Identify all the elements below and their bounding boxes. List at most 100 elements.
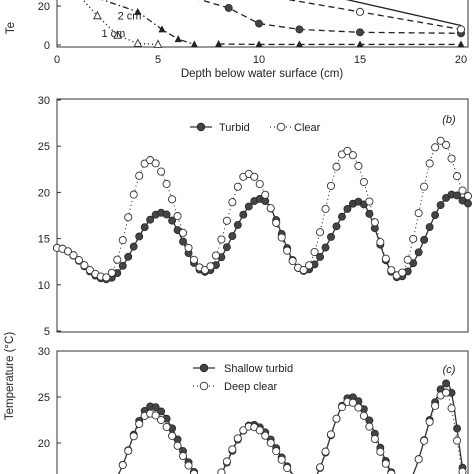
panel-b-point <box>420 182 429 191</box>
panel-c-point <box>420 436 429 445</box>
panel-a-annotations: 2 cm 1 cm <box>101 11 141 41</box>
panel-a-point <box>174 35 182 43</box>
panel-b-point <box>151 159 160 168</box>
panel-c-point <box>452 436 462 445</box>
panel-c-point <box>365 422 374 431</box>
panel-c-point <box>239 426 248 435</box>
panel-b-point <box>327 233 335 241</box>
panel-b-point <box>398 268 407 277</box>
panel-b-point <box>80 261 89 270</box>
panel-b-point <box>299 265 308 275</box>
panel-c-point <box>431 401 440 410</box>
panel-b-y-tick-label: 25 <box>38 141 50 153</box>
panel-c-point <box>442 379 451 388</box>
panel-b-point <box>157 167 166 176</box>
panel-a-x-tick-label: 20 <box>455 54 467 66</box>
panel-c-point <box>178 451 188 461</box>
panel-c-point <box>348 398 357 407</box>
panel-c-point <box>228 445 237 454</box>
panel-b-point <box>266 204 275 213</box>
panel-b-point <box>85 265 94 275</box>
panel-c-y-tick-label: 25 <box>38 392 50 404</box>
panel-b-point <box>135 232 144 241</box>
panel-c-series <box>117 379 467 474</box>
legend-clear-marker <box>276 122 286 132</box>
panel-c-point <box>283 463 292 473</box>
panel-a-point <box>457 40 465 48</box>
panel-b-point <box>365 209 374 218</box>
panel-c-legend: Shallow turbid Deep clear <box>193 363 293 393</box>
panel-b-point <box>244 202 253 211</box>
panel-b-point <box>381 254 390 263</box>
panel-c-point <box>453 424 461 433</box>
panel-b-point <box>107 268 116 277</box>
panel-b-point <box>222 243 231 252</box>
panel-a: Te Depth below water surface (cm) 0 20 0 5… <box>5 0 469 80</box>
panel-b-point <box>305 261 314 270</box>
panel-b-point <box>222 216 231 225</box>
panel-c-point <box>217 468 226 474</box>
panel-c-point <box>387 469 396 474</box>
panel-c-point <box>414 455 423 464</box>
panel-b-point <box>458 186 467 195</box>
panel-a-series-line <box>198 0 462 34</box>
panel-b-point <box>129 190 138 199</box>
panel-b-point <box>436 201 445 209</box>
panel-a-ylabel-fragment: Te <box>5 22 17 34</box>
panel-b-point <box>315 228 325 237</box>
panel-b-point <box>162 179 171 188</box>
panel-c-point <box>332 414 341 423</box>
panel-b-point <box>124 252 133 261</box>
panel-b-series <box>52 136 473 284</box>
panel-a-point <box>255 19 263 28</box>
panel-b-point <box>102 273 111 282</box>
panel-b-point <box>431 211 440 219</box>
panel-b-point <box>365 197 374 206</box>
panel-b-point <box>321 243 330 252</box>
panel-b-point <box>414 248 423 257</box>
panel-b-point <box>168 195 177 204</box>
panel-b-point <box>140 223 149 232</box>
panel-a-point <box>215 40 223 48</box>
panel-b-point <box>118 236 127 245</box>
panel-b-point <box>452 172 462 181</box>
panel-b-point <box>447 154 456 163</box>
panel-c-y-tick-label: 20 <box>38 438 50 450</box>
panel-b-point <box>168 216 177 225</box>
panel-b-point <box>162 210 171 219</box>
panel-b-series-line <box>56 193 469 280</box>
panel-b-point <box>217 235 226 244</box>
panel-c-y-tick-label: 30 <box>38 346 50 358</box>
panel-c-point <box>173 441 182 450</box>
legend-turbid-marker <box>196 122 206 132</box>
panel-b-y-tick-label: 10 <box>38 280 50 292</box>
panel-a-annotation: 2 cm <box>118 11 142 23</box>
panel-b-y-tick-label: 30 <box>38 95 50 107</box>
panel-b-point <box>228 198 237 207</box>
panel-c-point <box>135 419 144 428</box>
panel-b-point <box>179 237 187 246</box>
panel-c-point <box>261 431 270 440</box>
panel-c-point <box>376 447 385 456</box>
panel-b-point <box>233 220 242 229</box>
panel-b-point <box>431 143 440 152</box>
panel-b-point <box>118 261 127 270</box>
panel-b-point <box>332 162 341 171</box>
panel-b-point <box>409 234 418 243</box>
panel-b-point <box>189 255 199 264</box>
panel-a-series-line <box>345 0 462 27</box>
panel-c-point <box>255 426 264 435</box>
panel-b-point <box>255 179 264 189</box>
panel-b-point <box>261 190 270 199</box>
panel-c-point <box>354 403 363 412</box>
panel-b-point <box>206 262 215 271</box>
panel-b-point <box>332 222 341 231</box>
panel-b-label: (b) <box>442 114 456 126</box>
panel-c-point <box>151 403 160 412</box>
panel-c-label: (c) <box>443 364 456 376</box>
panel-b-point <box>338 212 346 221</box>
panel-a-x-tick-label: 5 <box>155 54 161 66</box>
panel-c-point <box>442 388 451 397</box>
panel-c-point <box>321 447 330 456</box>
